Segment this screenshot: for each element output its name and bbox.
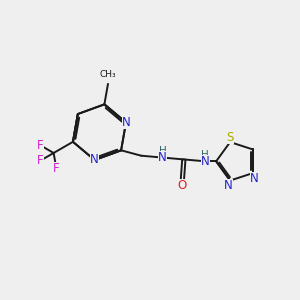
Text: N: N <box>250 172 259 185</box>
Text: N: N <box>90 154 99 166</box>
Text: CH₃: CH₃ <box>100 70 116 80</box>
Text: F: F <box>37 154 44 167</box>
Text: H: H <box>159 146 167 156</box>
Text: S: S <box>226 131 234 144</box>
Text: N: N <box>201 155 209 168</box>
Text: H: H <box>201 150 209 160</box>
Text: N: N <box>224 179 233 192</box>
Text: F: F <box>53 162 60 175</box>
Text: N: N <box>158 151 167 164</box>
Text: F: F <box>37 139 44 152</box>
Text: N: N <box>122 116 130 129</box>
Text: O: O <box>178 179 187 192</box>
